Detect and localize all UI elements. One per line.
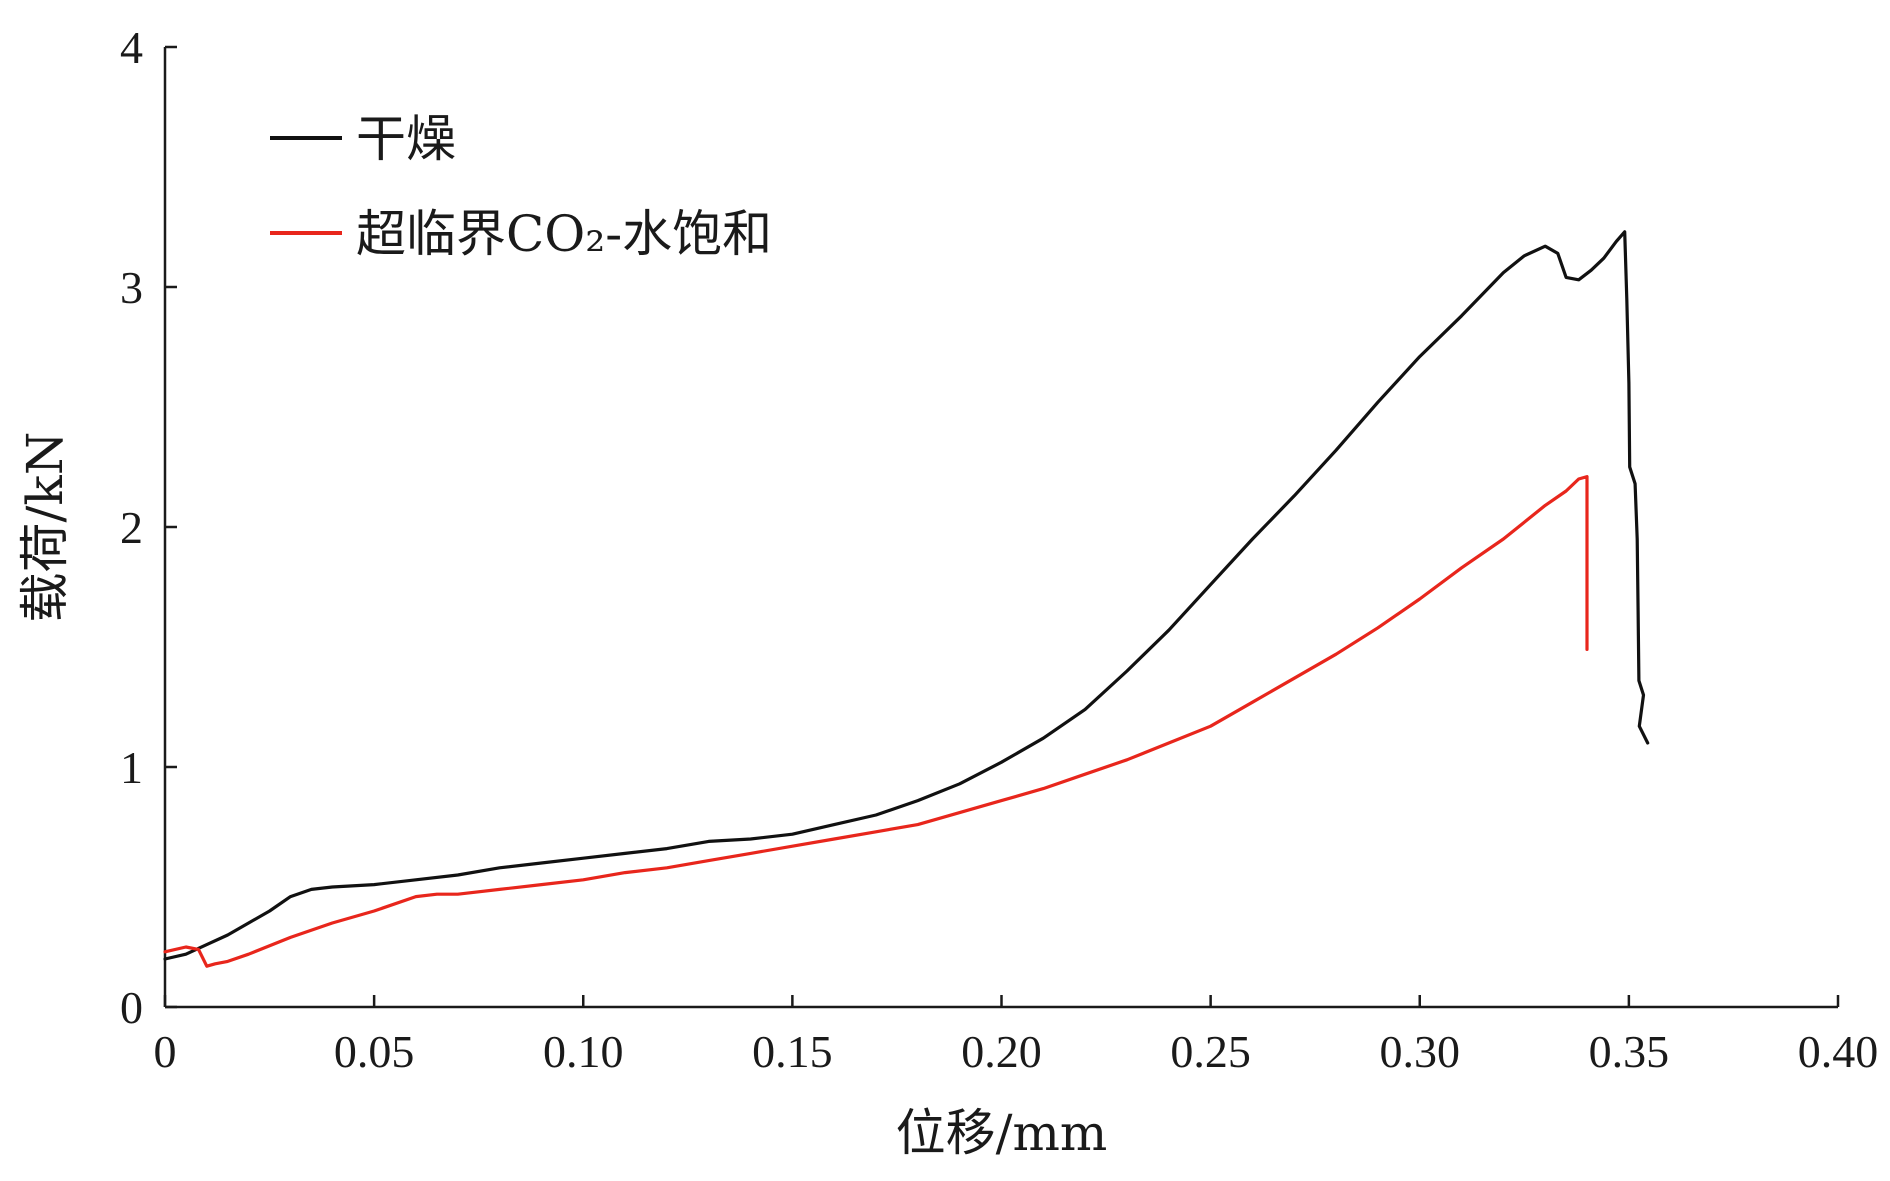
- legend-label-scco2: 超临界CO₂-水饱和: [356, 205, 772, 263]
- legend-label-dry: 干燥: [356, 110, 456, 168]
- x-tick-label: 0.20: [961, 1026, 1042, 1077]
- y-tick-label: 4: [120, 22, 143, 73]
- x-axis-title: 位移/mm: [896, 1104, 1108, 1162]
- tick-group: 0 0.05 0.10 0.15 0.20 0.25 0.30 0.35 0.40 0 1 2 3 4: [120, 22, 1878, 1077]
- x-tick-label: 0.30: [1380, 1026, 1461, 1077]
- legend-item-dry: 干燥: [270, 110, 456, 168]
- y-tick-label: 0: [120, 982, 143, 1033]
- series-line-dry: [163, 230, 1650, 961]
- legend: 干燥 超临界CO₂-水饱和: [270, 110, 772, 263]
- y-tick-label: 3: [120, 262, 143, 313]
- series-line-scco2: [163, 475, 1589, 968]
- x-tick-label: 0.10: [543, 1026, 624, 1077]
- x-tick-label: 0.35: [1589, 1026, 1670, 1077]
- series-group: [163, 230, 1650, 968]
- y-tick-label: 1: [120, 742, 143, 793]
- x-tick-label: 0.25: [1170, 1026, 1251, 1077]
- x-tick-label: 0.05: [334, 1026, 415, 1077]
- y-axis-title: 载荷/kN: [16, 432, 74, 623]
- legend-item-scco2: 超临界CO₂-水饱和: [270, 205, 772, 263]
- x-tick-label: 0.40: [1798, 1026, 1879, 1077]
- x-tick-label: 0: [154, 1026, 177, 1077]
- x-tick-label: 0.15: [752, 1026, 833, 1077]
- y-tick-label: 2: [120, 502, 143, 553]
